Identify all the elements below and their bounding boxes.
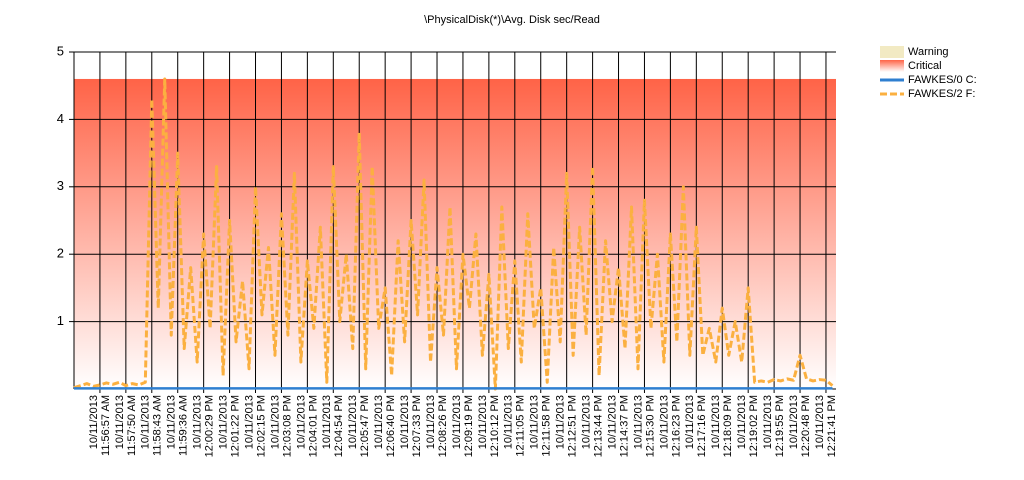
x-tick-label: 12:18:09 PM	[722, 395, 734, 457]
x-tick-label: 10/11/2013	[762, 395, 774, 449]
x-tick-label: 12:10:12 PM	[489, 395, 501, 457]
x-tick-label: 10/11/2013	[373, 395, 385, 449]
x-tick-label: 12:16:23 PM	[670, 395, 682, 457]
x-tick-label: 10/11/2013	[347, 395, 359, 449]
x-tick-label: 12:00:29 PM	[204, 395, 216, 457]
chart-title: \PhysicalDisk(*)\Avg. Disk sec/Read	[424, 14, 600, 26]
x-tick-label: 10/11/2013	[425, 395, 437, 449]
x-tick-label: 10/11/2013	[140, 395, 152, 449]
legend-swatch	[880, 60, 904, 72]
y-tick-label: 3	[57, 178, 64, 193]
y-tick-label: 2	[57, 246, 64, 261]
x-tick-label: 10/11/2013	[632, 395, 644, 449]
x-tick-label: 10/11/2013	[788, 395, 800, 449]
x-tick-label: 10/11/2013	[736, 395, 748, 449]
x-tick-label: 10/11/2013	[658, 395, 670, 449]
x-tick-label: 12:05:47 PM	[359, 395, 371, 457]
x-tick-label: 11:59:36 AM	[178, 395, 190, 456]
x-tick-label: 11:56:57 AM	[100, 395, 112, 456]
x-tick-label: 10/11/2013	[399, 395, 411, 449]
legend-swatch	[880, 46, 904, 58]
x-tick-label: 10/11/2013	[321, 395, 333, 449]
x-tick-label: 12:08:26 PM	[437, 395, 449, 457]
legend-label: Warning	[908, 46, 949, 58]
x-tick-label: 12:11:05 PM	[515, 395, 527, 457]
x-tick-label: 12:21:41 PM	[826, 395, 838, 457]
x-tick-label: 12:04:01 PM	[307, 395, 319, 457]
x-tick-label: 10/11/2013	[243, 395, 255, 449]
x-tick-label: 12:09:19 PM	[463, 395, 475, 457]
y-tick-label: 5	[57, 43, 64, 58]
x-tick-label: 10/11/2013	[581, 395, 593, 449]
x-tick-label: 12:11:58 PM	[541, 395, 553, 457]
y-tick-label: 4	[57, 111, 64, 126]
x-tick-label: 10/11/2013	[684, 395, 696, 449]
critical-band	[74, 78, 836, 390]
x-tick-label: 12:20:48 PM	[800, 395, 812, 457]
x-tick-label: 10/11/2013	[451, 395, 463, 449]
x-tick-label: 10/11/2013	[606, 395, 618, 449]
x-tick-label: 10/11/2013	[217, 395, 229, 449]
x-tick-label: 12:02:15 PM	[255, 395, 267, 457]
x-tick-label: 12:12:51 PM	[567, 395, 579, 457]
x-tick-label: 12:01:22 PM	[229, 395, 241, 457]
x-tick-label: 12:15:30 PM	[644, 395, 656, 457]
x-tick-label: 10/11/2013	[269, 395, 281, 449]
x-tick-label: 12:07:33 PM	[411, 395, 423, 457]
legend-label: FAWKES/0 C:	[908, 74, 977, 86]
x-tick-label: 11:58:43 AM	[152, 395, 164, 456]
legend-label: FAWKES/2 F:	[908, 88, 975, 100]
x-tick-label: 10/11/2013	[503, 395, 515, 449]
x-tick-label: 12:19:02 PM	[748, 395, 760, 457]
x-tick-label: 12:19:55 PM	[774, 395, 786, 457]
x-tick-label: 10/11/2013	[295, 395, 307, 449]
x-tick-label: 12:06:40 PM	[385, 395, 397, 457]
y-tick-label: 1	[57, 313, 64, 328]
legend-label: Critical	[908, 60, 942, 72]
x-tick-label: 12:13:44 PM	[593, 395, 605, 457]
x-tick-label: 10/11/2013	[529, 395, 541, 449]
x-tick-label: 10/11/2013	[814, 395, 826, 449]
x-tick-label: 10/11/2013	[192, 395, 204, 449]
x-tick-label: 10/11/2013	[710, 395, 722, 449]
x-tick-label: 12:03:08 PM	[281, 395, 293, 457]
x-tick-label: 10/11/2013	[88, 395, 100, 449]
series-line	[73, 77, 834, 391]
x-tick-label: 12:14:37 PM	[618, 395, 630, 457]
x-tick-label: 10/11/2013	[166, 395, 178, 449]
x-tick-label: 11:57:50 AM	[126, 395, 138, 456]
x-tick-label: 12:17:16 PM	[696, 395, 708, 457]
x-tick-label: 10/11/2013	[477, 395, 489, 449]
x-tick-label: 12:04:54 PM	[333, 395, 345, 457]
x-tick-label: 10/11/2013	[555, 395, 567, 449]
x-tick-label: 10/11/2013	[114, 395, 126, 449]
